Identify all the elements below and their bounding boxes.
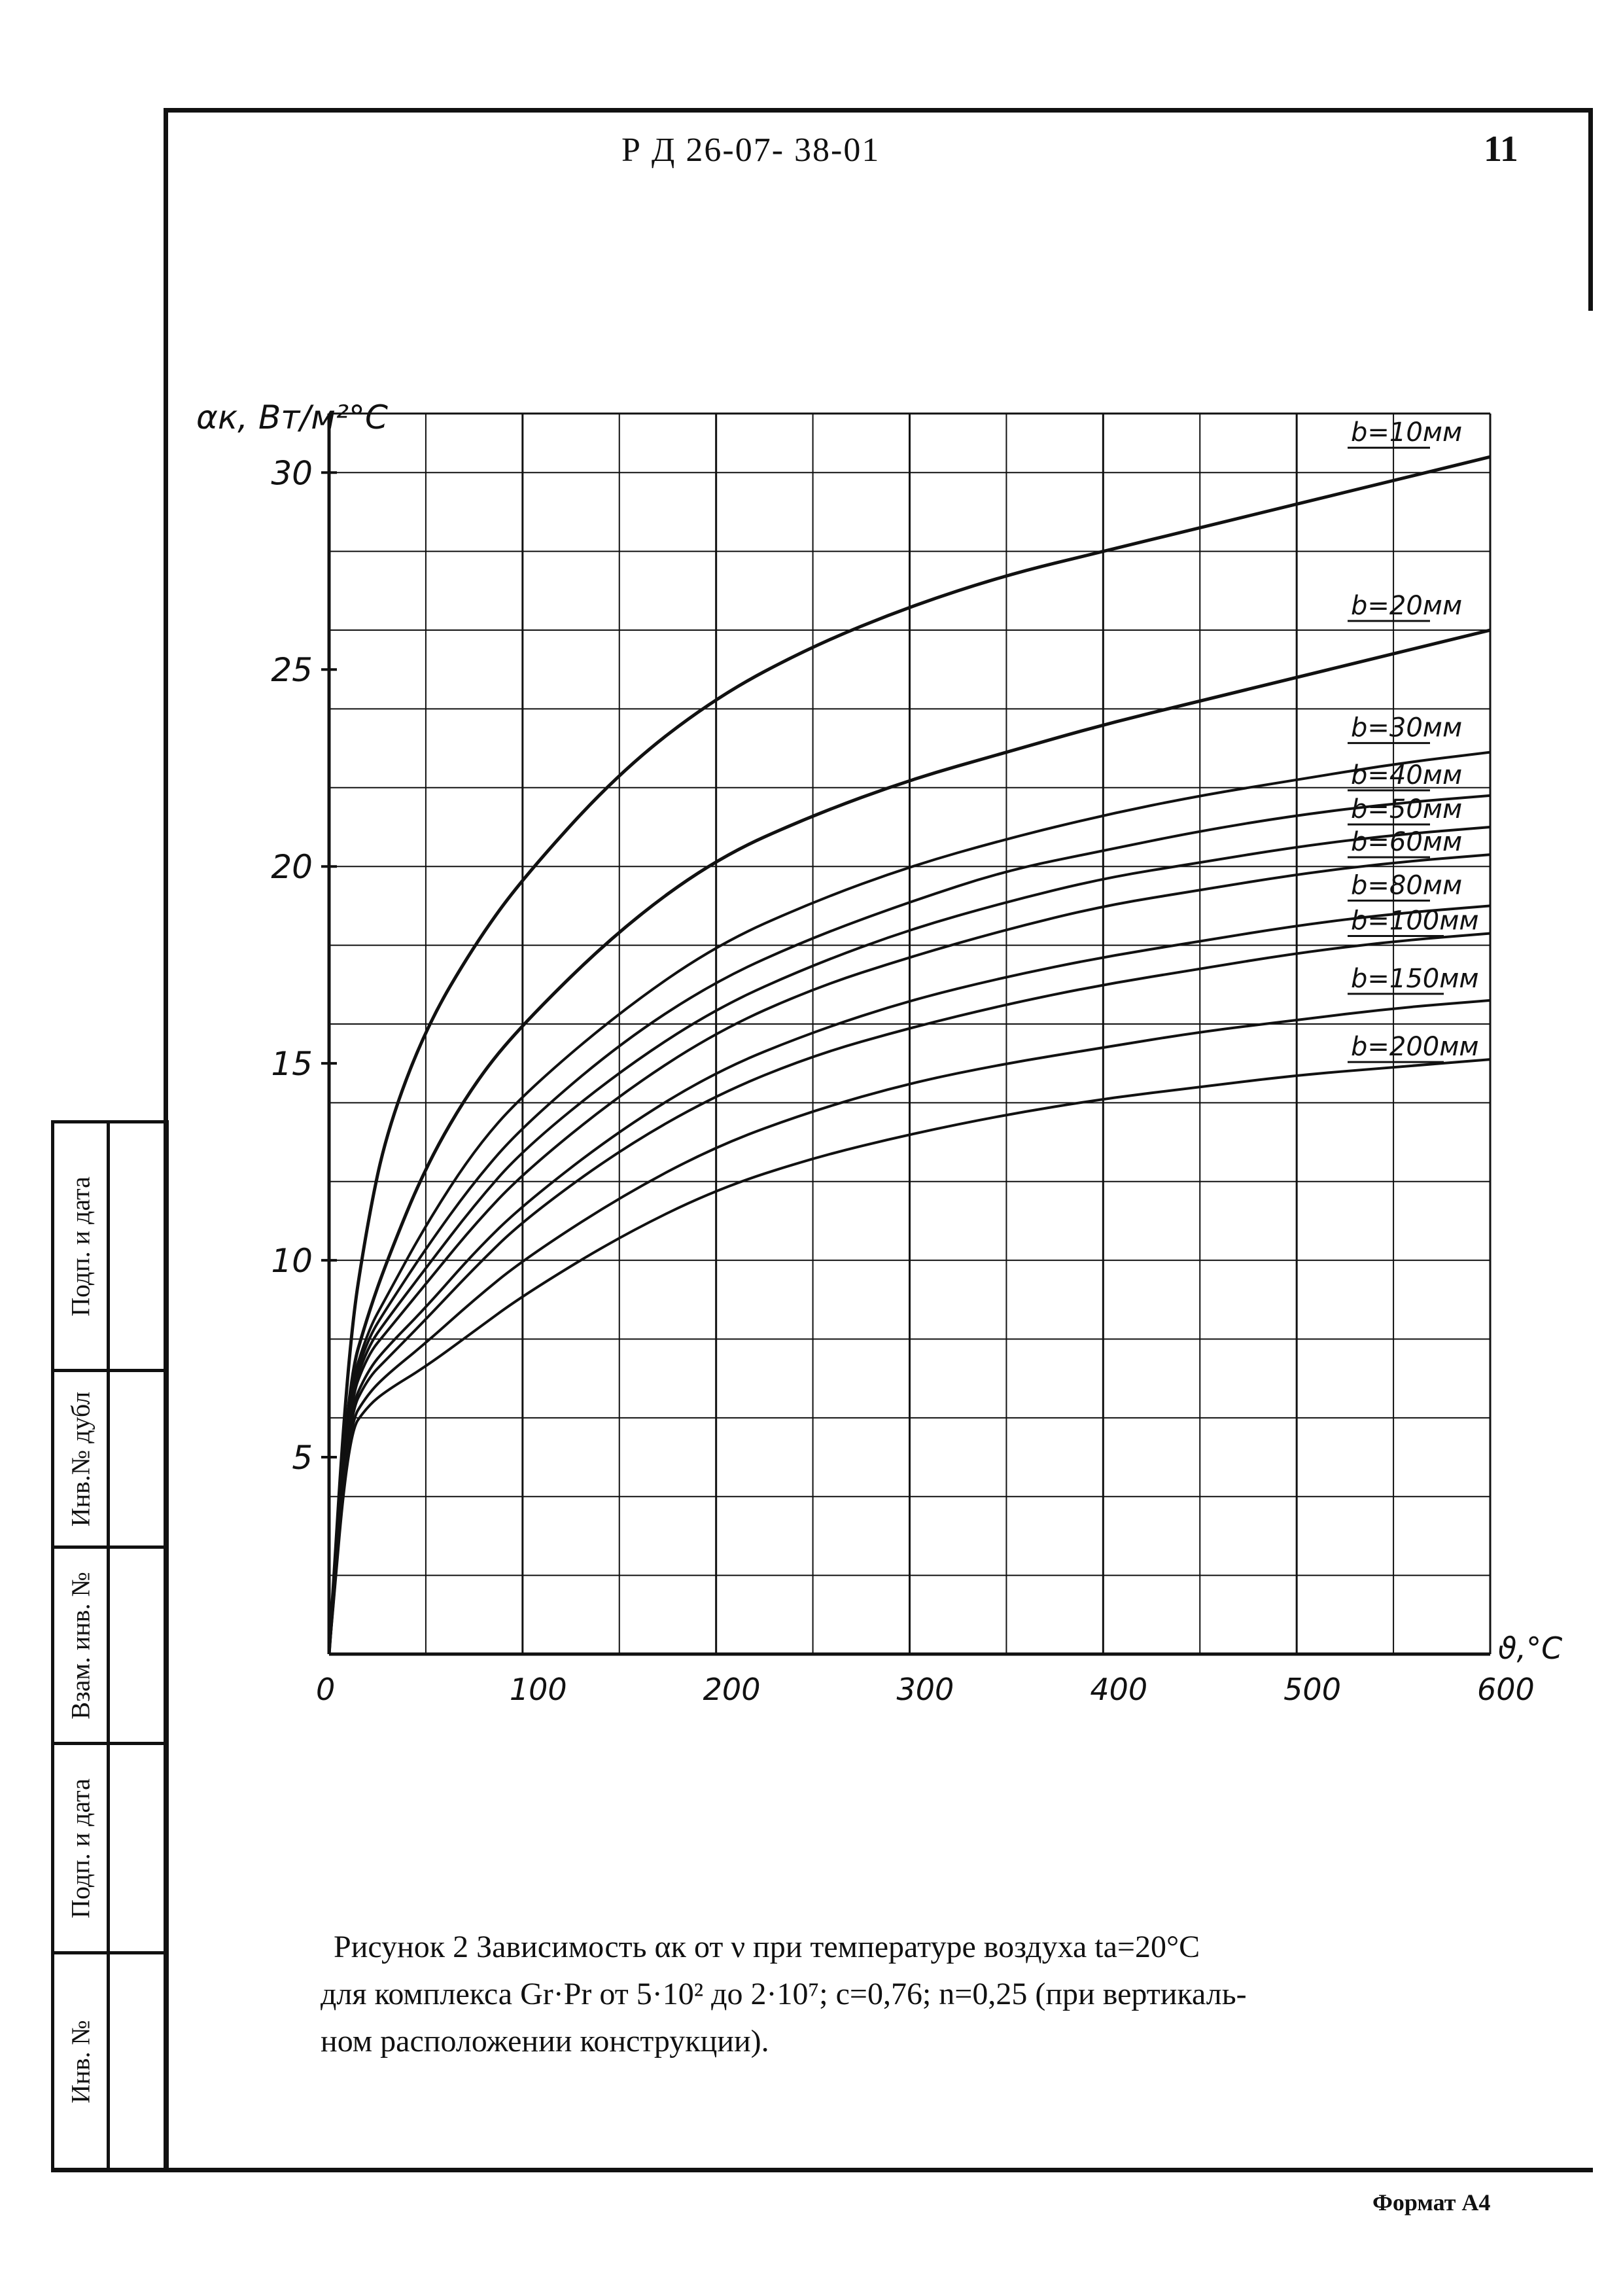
curve-label: b=10мм [1351,417,1462,448]
stamp-cell-inv-no [107,1951,169,2172]
figure-caption: Рисунок 2 Зависимость αк от ν при темпер… [321,1924,1511,2065]
caption-line-2: для комплекса Gr·Pr от 5·10² до 2·10⁷; с… [321,1977,1247,2011]
curve-label: b=60мм [1351,827,1462,857]
curve-label: b=200мм [1351,1032,1479,1062]
frame-top-border [164,108,1593,113]
x-tick-label: 500 [1283,1672,1341,1707]
caption-line-3: ном расположении конструкции). [321,2024,769,2058]
stamp-cell-dup-inv [107,1369,169,1549]
y-axis-label: αк, Вт/м²°С [196,398,388,436]
stamp-cell-sign-date-2 [107,1742,169,1954]
curve-2 [327,628,1491,1655]
y-tick-label: 30 [271,454,313,492]
curve-5 [328,826,1491,1655]
x-tick-label: 100 [510,1672,567,1707]
chart-plot-frame [327,412,1492,1656]
y-tick-label: 25 [271,651,313,689]
curve-label: b=100мм [1351,906,1479,936]
y-tick-label: 20 [271,848,313,886]
curve-label: b=30мм [1351,713,1462,743]
curve-6 [328,853,1491,1655]
curve-7 [328,904,1491,1655]
x-tick-label: 0 [316,1672,335,1707]
x-axis-label: ϑ,°С [1498,1631,1562,1666]
curve-3 [328,751,1491,1655]
curve-8 [328,932,1491,1655]
document-code: Р Д 26-07- 38-01 [621,132,881,169]
y-axis-ticks: 5 10 15 20 25 30 [271,454,337,1477]
format-label: Формат А4 [1372,2189,1491,2216]
x-tick-label: 400 [1090,1672,1147,1707]
stamp-cell-sign-date [107,1120,169,1372]
y-tick-label: 15 [271,1045,313,1083]
x-axis-ticks: 0 100 200 300 400 500 600 [316,1672,1535,1707]
stamp-cell-replace-inv [107,1545,169,1745]
curve-10 [328,1058,1491,1655]
x-tick-label: 200 [703,1672,761,1707]
curve-label: b=80мм [1351,870,1462,900]
curve-label: b=20мм [1351,591,1462,621]
curve-9 [328,998,1491,1655]
y-tick-label: 10 [271,1242,313,1280]
x-tick-label: 600 [1477,1672,1535,1707]
y-tick-label: 5 [292,1439,313,1477]
frame-bottom-border [51,2168,1593,2172]
caption-line-1: Рисунок 2 Зависимость αк от ν при темпер… [334,1930,1200,1964]
curve-4 [328,794,1491,1655]
chart-grid [328,414,1492,1655]
chart-curves [327,455,1491,1655]
curve-1 [327,455,1491,1655]
frame-right-border [1588,108,1593,311]
curve-label: b=150мм [1351,964,1479,994]
x-tick-label: 300 [897,1672,954,1707]
page-number: 11 [1484,129,1518,169]
curve-label: b=40мм [1351,760,1462,790]
curve-label: b=50мм [1351,794,1462,824]
title-block-stamp: Подп. и дата Инв.№ дубл Взам. инв. № Под… [51,1120,169,2172]
